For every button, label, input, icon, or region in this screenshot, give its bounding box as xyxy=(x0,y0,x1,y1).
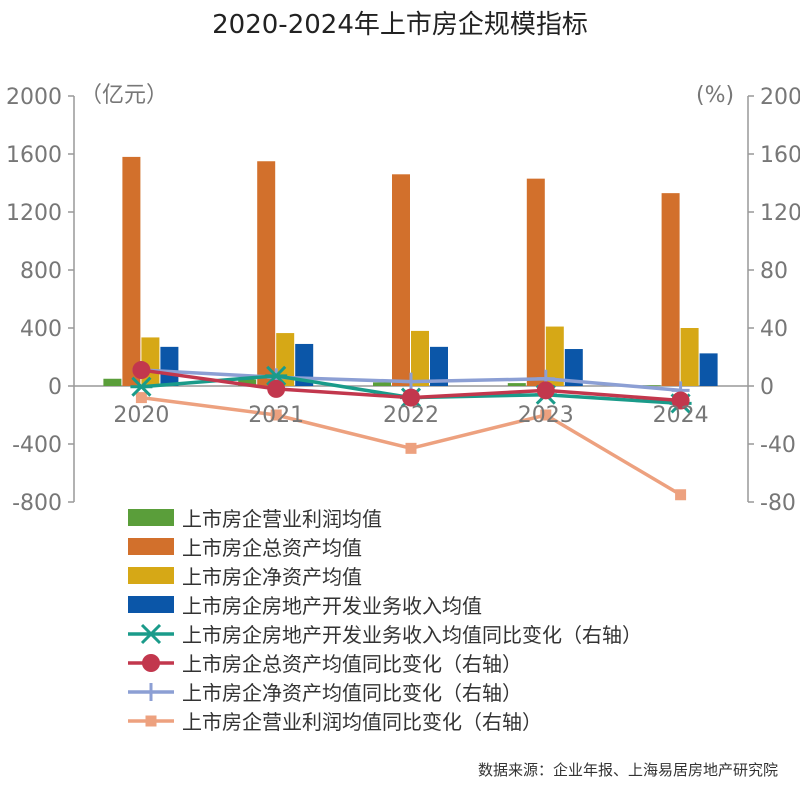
legend-label: 上市房企房地产开发业务收入均值同比变化（右轴） xyxy=(182,623,642,647)
left-tick-label: 1600 xyxy=(6,143,62,168)
source-note: 数据来源：企业年报、上海易居房地产研究院 xyxy=(478,761,778,779)
legend-item: 上市房企营业利润均值同比变化（右轴） xyxy=(128,710,542,734)
bar xyxy=(680,328,699,386)
legend-label: 上市房企净资产均值 xyxy=(182,565,362,589)
right-tick-label: 80 xyxy=(760,259,788,284)
line-marker xyxy=(405,442,417,454)
line-marker xyxy=(671,391,690,410)
legend-label: 上市房企房地产开发业务收入均值 xyxy=(182,594,482,618)
legend: 上市房企营业利润均值上市房企总资产均值上市房企净资产均值上市房企房地产开发业务收… xyxy=(128,507,642,734)
line-marker xyxy=(270,409,282,421)
line-marker xyxy=(402,388,420,407)
legend-label: 上市房企营业利润均值 xyxy=(182,507,382,531)
bar xyxy=(411,330,429,386)
legend-item: 上市房企房地产开发业务收入均值同比变化（右轴） xyxy=(128,623,642,647)
line-marker xyxy=(142,683,160,701)
line-marker xyxy=(267,379,286,398)
bar xyxy=(526,178,545,386)
x-tick-label: 2020 xyxy=(113,403,169,428)
right-axis-unit: (%) xyxy=(696,83,734,108)
lines xyxy=(130,361,692,501)
line-marker xyxy=(140,623,162,645)
legend-swatch xyxy=(128,596,174,613)
legend-swatch xyxy=(128,567,174,584)
bar xyxy=(564,349,583,386)
line-marker xyxy=(536,381,555,400)
line-marker xyxy=(142,654,160,672)
legend-label: 上市房企总资产均值同比变化（右轴） xyxy=(182,652,522,676)
bar xyxy=(295,343,314,386)
bar xyxy=(507,383,526,386)
line-series xyxy=(135,392,687,501)
legend-item: 上市房企房地产开发业务收入均值 xyxy=(128,594,482,618)
right-tick-label: -80 xyxy=(760,491,796,516)
left-tick-label: 800 xyxy=(20,259,62,284)
legend-swatch xyxy=(128,538,174,555)
line-marker xyxy=(130,376,153,397)
x-tick-label: 2023 xyxy=(518,403,574,428)
bar xyxy=(699,353,718,386)
legend-label: 上市房企净资产均值同比变化（右轴） xyxy=(182,681,522,705)
right-tick-label: 120 xyxy=(760,201,800,226)
bar xyxy=(392,174,410,386)
x-tick-labels: 2020 2021 2022 2023 2024 xyxy=(113,403,708,428)
left-tick-label: 2000 xyxy=(6,85,62,110)
right-tick-label: 200 xyxy=(760,85,800,110)
axes: 2000160012008004000-400-8002001601208040… xyxy=(6,85,800,516)
left-axis-unit: （亿元） xyxy=(80,83,168,108)
left-tick-label: 400 xyxy=(20,317,62,342)
legend-item: 上市房企总资产均值同比变化（右轴） xyxy=(128,652,522,676)
legend-label: 上市房企总资产均值 xyxy=(182,536,362,560)
line-marker xyxy=(132,361,151,380)
line-marker xyxy=(402,372,420,391)
legend-item: 上市房企营业利润均值 xyxy=(128,507,382,531)
bar xyxy=(373,382,391,386)
left-tick-label: -400 xyxy=(12,433,62,458)
line-marker xyxy=(540,409,552,421)
x-tick-label: 2024 xyxy=(653,403,709,428)
chart-title: 2020-2024年上市房企规模指标 xyxy=(212,10,588,40)
left-tick-label: 0 xyxy=(48,375,62,400)
right-tick-label: -40 xyxy=(760,433,796,458)
left-tick-label: 1200 xyxy=(6,201,62,226)
bar xyxy=(661,193,680,386)
bar xyxy=(122,156,141,386)
bar xyxy=(257,161,276,386)
line-marker xyxy=(265,365,288,386)
legend-item: 上市房企净资产均值同比变化（右轴） xyxy=(128,681,522,705)
legend-label: 上市房企营业利润均值同比变化（右轴） xyxy=(182,710,542,734)
bars xyxy=(103,156,718,386)
bar xyxy=(238,379,257,386)
x-tick-label: 2021 xyxy=(248,403,304,428)
line-marker xyxy=(675,489,687,501)
legend-swatch xyxy=(128,509,174,526)
bar xyxy=(160,346,179,386)
bar xyxy=(642,385,661,386)
line-marker xyxy=(145,715,157,727)
bar xyxy=(103,378,122,386)
line-series xyxy=(132,361,690,410)
left-tick-label: -800 xyxy=(12,491,62,516)
bar xyxy=(430,346,448,386)
legend-item: 上市房企净资产均值 xyxy=(128,565,362,589)
bar xyxy=(545,326,564,386)
line-marker xyxy=(135,392,147,404)
right-tick-label: 0 xyxy=(760,375,774,400)
right-tick-label: 160 xyxy=(760,143,800,168)
x-tick-label: 2022 xyxy=(383,403,439,428)
legend-item: 上市房企总资产均值 xyxy=(128,536,362,560)
right-tick-label: 40 xyxy=(760,317,788,342)
